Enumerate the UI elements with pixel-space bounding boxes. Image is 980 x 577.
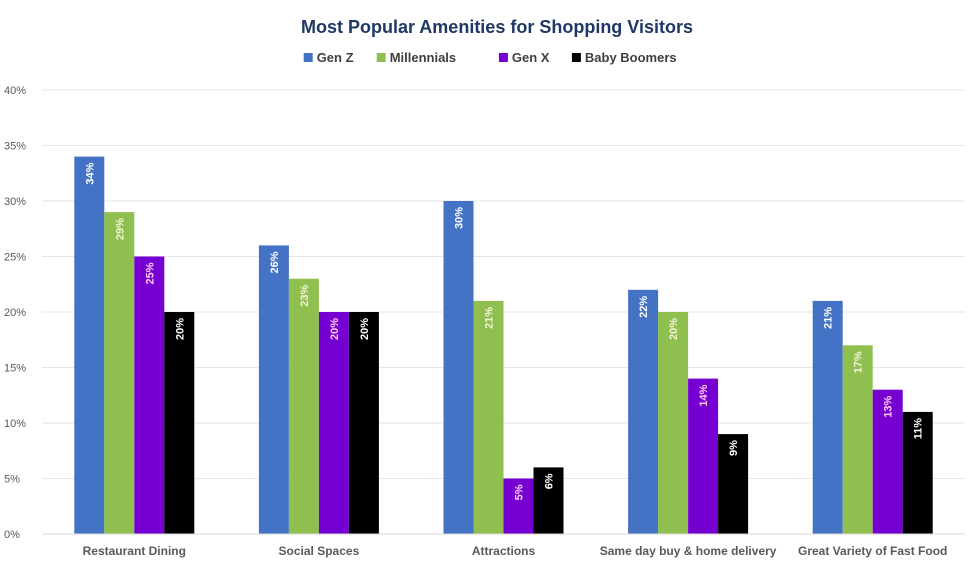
y-tick-label: 10% xyxy=(4,418,26,430)
data-label: 22% xyxy=(638,296,650,318)
bar-gen-x xyxy=(503,478,534,534)
y-tick-label: 30% xyxy=(4,196,26,208)
data-label: 23% xyxy=(299,284,311,306)
data-label: 17% xyxy=(853,351,865,373)
bar-gen-x xyxy=(872,389,903,534)
legend-label: Millennials xyxy=(390,50,456,65)
data-label: 6% xyxy=(544,473,556,489)
data-label: 25% xyxy=(144,262,156,284)
data-label: 29% xyxy=(114,218,126,240)
bar-gen-x xyxy=(134,256,165,534)
data-label: 11% xyxy=(913,418,925,440)
x-tick-label: Same day buy & home delivery xyxy=(600,544,777,558)
data-label: 20% xyxy=(359,318,371,340)
y-tick-label: 5% xyxy=(4,474,20,486)
bar-millennials xyxy=(288,278,319,534)
data-label: 5% xyxy=(514,484,526,500)
bar-gen-x xyxy=(688,378,719,534)
data-labels: 34% 29% 25% 20% 26% 23% 20% 20% 30% 21% 5% 6% 22% 20%… xyxy=(84,162,924,500)
y-axis: 0% 5% 10% 15% 20% 25% 30% 35% 40% xyxy=(4,85,26,541)
y-tick-label: 0% xyxy=(4,529,20,541)
data-label: 14% xyxy=(698,384,710,406)
bar-millennials xyxy=(658,312,689,534)
y-tick-label: 35% xyxy=(4,141,26,153)
legend-item: Baby Boomers xyxy=(571,50,677,65)
legend-label: Gen Z xyxy=(317,50,354,65)
bars xyxy=(74,156,933,534)
bar-gen-z xyxy=(258,245,289,534)
data-label: 30% xyxy=(454,207,466,229)
bar-gen-z xyxy=(812,300,843,534)
x-tick-label: Restaurant Dining xyxy=(83,544,186,558)
chart-title: Most Popular Amenities for Shopping Visi… xyxy=(301,17,693,37)
y-tick-label: 40% xyxy=(4,85,26,97)
bar-baby-boomers xyxy=(164,312,195,534)
x-tick-label: Social Spaces xyxy=(279,544,360,558)
legend-item: Gen Z xyxy=(303,50,354,65)
bar-baby-boomers xyxy=(348,312,379,534)
legend-label: Gen X xyxy=(512,50,550,65)
data-label: 34% xyxy=(84,162,96,184)
bar-millennials xyxy=(104,212,135,534)
bar-baby-boomers xyxy=(718,434,749,534)
bar-baby-boomers xyxy=(533,467,564,534)
legend-swatch xyxy=(571,53,581,62)
bar-gen-z xyxy=(628,289,659,534)
legend-swatch xyxy=(303,53,313,62)
data-label: 21% xyxy=(484,307,496,329)
legend-item: Millennials xyxy=(376,50,456,65)
data-label: 20% xyxy=(668,318,680,340)
bar-gen-x xyxy=(318,312,349,534)
bar-gen-z xyxy=(74,156,105,534)
data-label: 21% xyxy=(823,307,835,329)
data-label: 20% xyxy=(329,318,341,340)
data-label: 9% xyxy=(728,440,740,456)
bar-millennials xyxy=(842,345,873,534)
bar-gen-z xyxy=(443,201,474,534)
data-label: 20% xyxy=(174,318,186,340)
y-tick-label: 20% xyxy=(4,307,26,319)
bar-baby-boomers xyxy=(902,411,933,534)
legend-label: Baby Boomers xyxy=(585,50,677,65)
legend-swatch xyxy=(498,53,508,62)
data-label: 26% xyxy=(269,251,281,273)
bar-millennials xyxy=(473,300,504,534)
x-tick-label: Great Variety of Fast Food xyxy=(798,544,947,558)
y-tick-label: 25% xyxy=(4,252,26,264)
legend: Gen Z Millennials Gen X Baby Boomers xyxy=(303,50,677,65)
legend-item: Gen X xyxy=(498,50,550,65)
legend-swatch xyxy=(376,53,386,62)
data-label: 13% xyxy=(883,395,895,417)
y-tick-label: 15% xyxy=(4,363,26,375)
x-axis: Restaurant Dining Social Spaces Attraction… xyxy=(42,533,965,558)
x-tick-label: Attractions xyxy=(472,544,536,558)
